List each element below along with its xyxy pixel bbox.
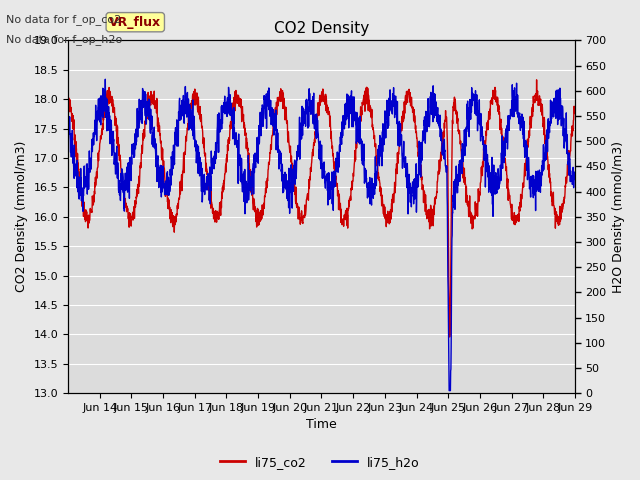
li75_h2o: [571, 169, 579, 175]
li75_h2o: [557, 106, 564, 111]
li75_co2: [310, 136, 318, 142]
li75_h2o: [102, 76, 109, 82]
li75_co2: [64, 87, 72, 93]
li75_h2o: [64, 118, 72, 123]
Text: VR_flux: VR_flux: [109, 16, 161, 29]
li75_co2: [297, 217, 305, 223]
Text: No data for f_op_h2o: No data for f_op_h2o: [6, 34, 123, 45]
Y-axis label: CO2 Density (mmol/m3): CO2 Density (mmol/m3): [15, 141, 28, 292]
li75_h2o: [311, 118, 319, 124]
li75_co2: [532, 77, 540, 83]
Legend: li75_co2, li75_h2o: li75_co2, li75_h2o: [215, 451, 425, 474]
li75_co2: [557, 211, 564, 217]
Y-axis label: H2O Density (mmol/m3): H2O Density (mmol/m3): [612, 141, 625, 293]
li75_co2: [463, 202, 471, 208]
li75_h2o: [464, 98, 472, 104]
Text: No data for f_op_co2: No data for f_op_co2: [6, 14, 122, 25]
Line: li75_h2o: li75_h2o: [68, 79, 575, 391]
Title: CO2 Density: CO2 Density: [274, 22, 369, 36]
li75_h2o: [90, 134, 98, 140]
li75_co2: [557, 218, 564, 224]
li75_co2: [571, 109, 579, 115]
li75_co2: [90, 192, 98, 198]
X-axis label: Time: Time: [306, 419, 337, 432]
li75_co2: [446, 334, 454, 340]
li75_h2o: [557, 95, 564, 101]
li75_h2o: [298, 120, 305, 126]
Line: li75_co2: li75_co2: [68, 80, 575, 337]
li75_h2o: [445, 388, 453, 394]
